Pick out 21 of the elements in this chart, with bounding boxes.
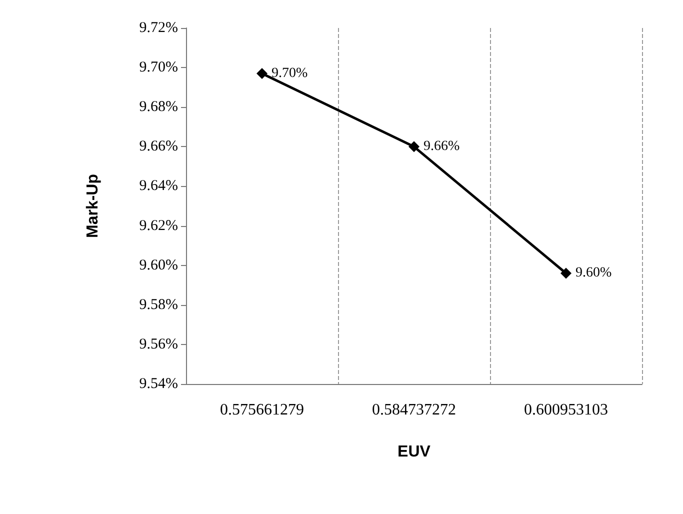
x-tick-label: 0.600953103 bbox=[524, 402, 608, 418]
y-tick-label: 9.68% bbox=[139, 99, 178, 116]
y-tick-label: 9.56% bbox=[139, 336, 178, 352]
y-tick-label: 9.58% bbox=[139, 296, 178, 313]
y-tick-label: 9.60% bbox=[139, 257, 178, 274]
point bbox=[256, 68, 268, 79]
y-tick-label: 9.70% bbox=[139, 60, 178, 76]
y-axis-title: Mark-Up bbox=[84, 174, 102, 238]
data-label: 9.70% bbox=[272, 66, 308, 81]
y-tick-label: 9.54% bbox=[139, 376, 178, 392]
x-axis-title: EUV bbox=[398, 444, 431, 460]
data-label: 9.60% bbox=[576, 266, 612, 281]
data-label: 9.66% bbox=[424, 139, 460, 154]
point bbox=[560, 268, 572, 279]
x-tick-label: 0.584737272 bbox=[372, 402, 456, 418]
y-tick-label: 9.66% bbox=[139, 138, 178, 155]
y-tick-label: 9.72% bbox=[139, 20, 178, 36]
x-tick-label: 0.575661279 bbox=[220, 402, 304, 418]
point bbox=[408, 141, 420, 152]
y-tick-label: 9.64% bbox=[139, 178, 178, 194]
y-tick-label: 9.62% bbox=[139, 218, 178, 234]
